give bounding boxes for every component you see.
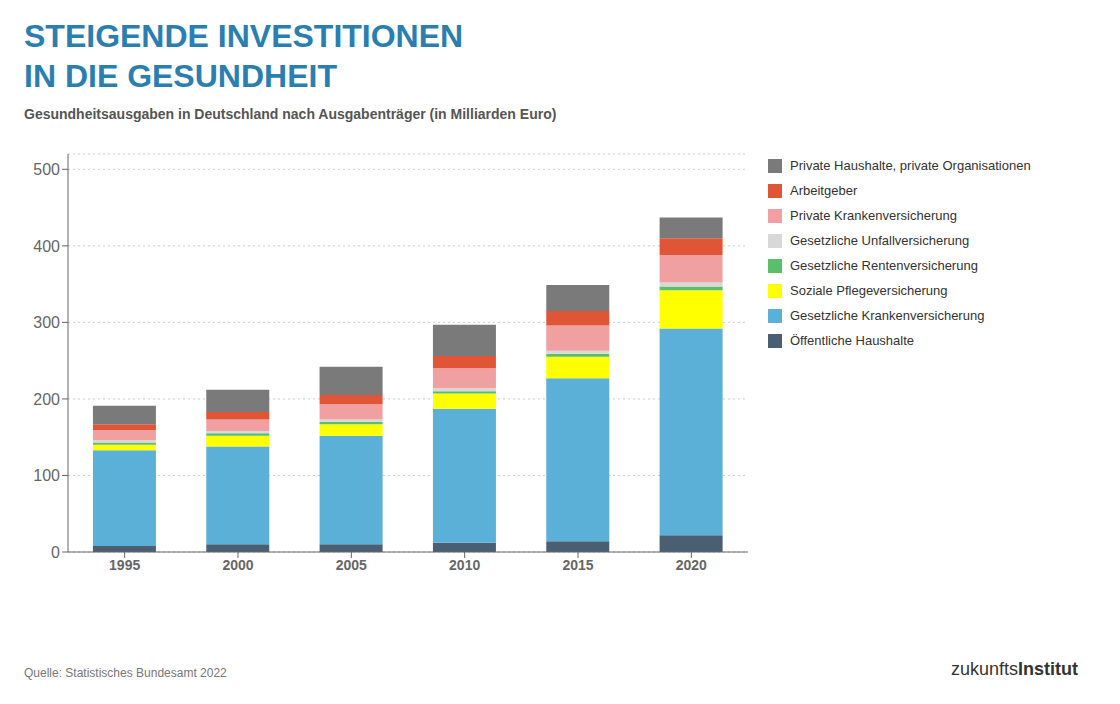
svg-text:400: 400 [33,238,60,255]
html-text:Öffentliche Haushalte: Öffentliche Haushalte [790,333,915,348]
svg-text:2015: 2015 [562,557,593,573]
html-text:Private Krankenversicherung: Private Krankenversicherung [790,208,957,223]
svg-text:2010: 2010 [449,557,480,573]
html-text:zukunfts Institut: zukunfts Institut [951,659,1078,679]
html-text:Quelle: Statistisches Bundesam: Quelle: Statistisches Bundesamt 2022 [24,666,227,680]
html-text:STEIGENDE INVESTITIONEN: STEIGENDE INVESTITIONEN [24,18,464,54]
svg-text:2020: 2020 [676,557,707,573]
svg-text:0: 0 [51,544,60,561]
html-text:Gesetzliche Rentenversicherung: Gesetzliche Rentenversicherung [790,258,978,273]
html-text:Gesetzliche Krankenversicherun: Gesetzliche Krankenversicherung [790,308,985,323]
svg-text:1995: 1995 [109,557,140,573]
svg-text:2005: 2005 [336,557,367,573]
svg-text:300: 300 [33,314,60,331]
svg-text:100: 100 [33,467,60,484]
svg-text:200: 200 [33,391,60,408]
html-text:Private Haushalte, private Org: Private Haushalte, private Organisatione… [790,158,1031,173]
svg-text:2000: 2000 [222,557,253,573]
html-text:Gesetzliche Unfallversicherung: Gesetzliche Unfallversicherung [790,233,970,248]
html-text:Gesundheitsausgaben in Deutsch: Gesundheitsausgaben in Deutschland nach … [24,106,557,122]
svg-text:500: 500 [33,161,60,178]
html-text:IN DIE GESUNDHEIT: IN DIE GESUNDHEIT [24,58,337,94]
html-text:Arbeitgeber: Arbeitgeber [790,183,858,198]
html-text:Soziale Pflegeversicherung: Soziale Pflegeversicherung [790,283,948,298]
